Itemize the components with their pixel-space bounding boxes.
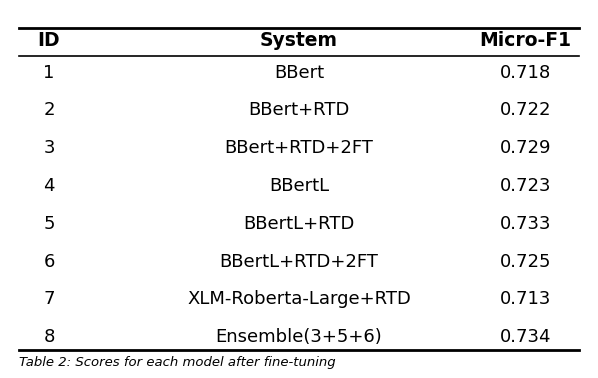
Text: ID: ID — [38, 31, 60, 50]
Text: 5: 5 — [43, 215, 55, 233]
Text: System: System — [260, 31, 338, 50]
Text: BBert+RTD+2FT: BBert+RTD+2FT — [225, 139, 373, 157]
Text: 0.733: 0.733 — [499, 215, 551, 233]
Text: BBertL+RTD: BBertL+RTD — [243, 215, 355, 233]
Text: 0.713: 0.713 — [499, 290, 551, 308]
Text: 3: 3 — [43, 139, 55, 157]
Text: XLM-Roberta-Large+RTD: XLM-Roberta-Large+RTD — [187, 290, 411, 308]
Text: Ensemble(3+5+6): Ensemble(3+5+6) — [216, 328, 382, 346]
Text: 0.722: 0.722 — [499, 101, 551, 119]
Text: 0.723: 0.723 — [499, 177, 551, 195]
Text: 1: 1 — [43, 64, 54, 82]
Text: 2: 2 — [43, 101, 55, 119]
Text: 0.729: 0.729 — [499, 139, 551, 157]
Text: 0.718: 0.718 — [499, 64, 551, 82]
Text: 7: 7 — [43, 290, 55, 308]
Text: BBertL: BBertL — [269, 177, 329, 195]
Text: Micro-F1: Micro-F1 — [479, 31, 571, 50]
Text: BBert+RTD: BBert+RTD — [248, 101, 350, 119]
Text: 8: 8 — [43, 328, 54, 346]
Text: 0.734: 0.734 — [499, 328, 551, 346]
Text: BBert: BBert — [274, 64, 324, 82]
Text: 4: 4 — [43, 177, 55, 195]
Text: 6: 6 — [43, 253, 54, 271]
Text: Table 2: Scores for each model after fine-tuning: Table 2: Scores for each model after fin… — [19, 356, 336, 369]
Text: BBertL+RTD+2FT: BBertL+RTD+2FT — [219, 253, 379, 271]
Text: 0.725: 0.725 — [499, 253, 551, 271]
